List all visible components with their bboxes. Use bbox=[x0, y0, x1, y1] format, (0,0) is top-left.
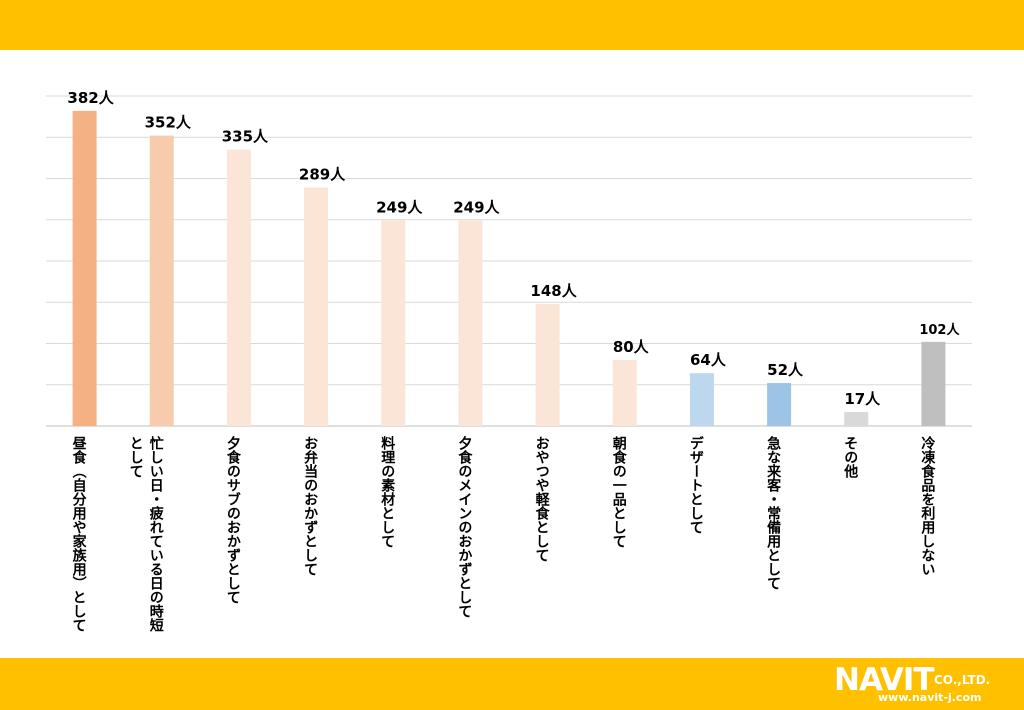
gridlines bbox=[46, 95, 972, 427]
bar bbox=[844, 411, 869, 426]
category-label: 夕食のメインのおかずとして bbox=[456, 435, 472, 618]
value-label: 52人 bbox=[767, 361, 804, 379]
bar bbox=[612, 360, 637, 426]
category-label: 昼食（自分用や家族用）として bbox=[71, 436, 88, 632]
bottom-band bbox=[0, 658, 1024, 710]
bar-chart: 382人 352人 335人 289人 249人 249人 148人 80人 64人 52人 17人… bbox=[46, 89, 972, 633]
bar bbox=[149, 135, 174, 426]
value-label: 249人 bbox=[376, 199, 423, 217]
value-label: 335人 bbox=[222, 128, 269, 146]
value-label: 102人 bbox=[919, 322, 960, 338]
logo-brand: NAVIT bbox=[834, 662, 935, 698]
category-label: デザートとして bbox=[688, 435, 704, 534]
value-label: 382人 bbox=[67, 89, 114, 107]
category-label: 夕食のサブのおかずとして bbox=[225, 435, 241, 604]
bar bbox=[458, 220, 483, 426]
category-label: として bbox=[128, 436, 144, 478]
top-band bbox=[0, 0, 1024, 50]
value-label: 17人 bbox=[844, 390, 881, 408]
category-label: おやつや軽食として bbox=[534, 436, 550, 562]
category-label: 朝食の一品として bbox=[611, 435, 627, 548]
bar bbox=[226, 149, 251, 426]
bar bbox=[767, 383, 792, 426]
bars bbox=[72, 110, 946, 426]
category-label: 急な来客・常備用として bbox=[765, 435, 782, 590]
category-label: その他 bbox=[842, 436, 859, 479]
bar bbox=[304, 187, 329, 426]
logo-suffix: CO.,LTD. bbox=[934, 673, 991, 687]
value-label: 148人 bbox=[530, 282, 577, 300]
value-label: 80人 bbox=[613, 338, 650, 356]
bar bbox=[921, 341, 946, 426]
category-label: 忙しい日・疲れている日の時短 bbox=[148, 435, 164, 633]
value-label: 289人 bbox=[299, 166, 346, 184]
bar bbox=[535, 303, 560, 426]
value-label: 249人 bbox=[453, 199, 500, 217]
category-label: 冷凍食品を利用しない bbox=[919, 435, 935, 576]
value-label: 64人 bbox=[690, 351, 727, 369]
logo-url: www.navit-j.com bbox=[878, 691, 982, 704]
bar bbox=[72, 110, 97, 426]
bar bbox=[381, 220, 406, 426]
value-label: 352人 bbox=[145, 114, 192, 132]
category-label: 料理の素材として bbox=[379, 435, 395, 548]
value-labels: 382人 352人 335人 289人 249人 249人 148人 80人 64人 52人 17人… bbox=[67, 89, 960, 408]
bar bbox=[689, 373, 714, 426]
category-label: お弁当のおかずとして bbox=[302, 436, 318, 576]
navit-logo: NAVIT CO.,LTD. www.navit-j.com bbox=[834, 662, 1014, 706]
